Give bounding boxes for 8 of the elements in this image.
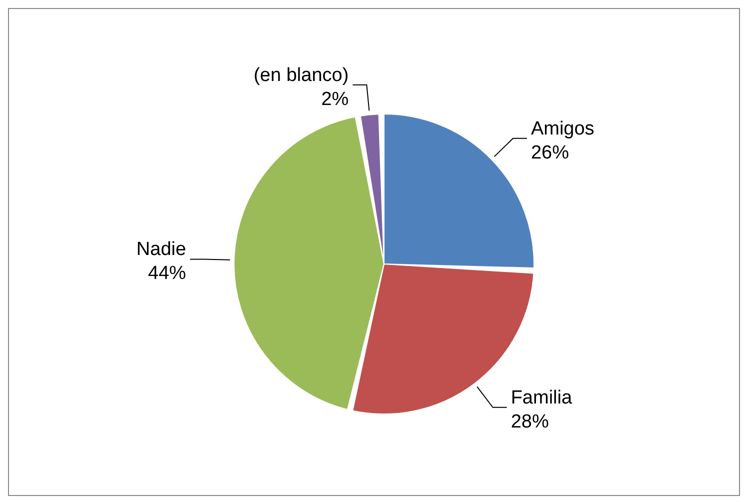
slice-label: (en blanco) (254, 64, 349, 86)
data-label: 28% (510, 411, 549, 432)
slice-label: Familia (510, 387, 572, 408)
slice-label: Nadie (136, 239, 186, 260)
data-label: 44% (148, 263, 186, 284)
data-label: 2% (321, 88, 349, 110)
slice-label: Amigos (530, 118, 594, 140)
data-label: 26% (530, 142, 570, 164)
